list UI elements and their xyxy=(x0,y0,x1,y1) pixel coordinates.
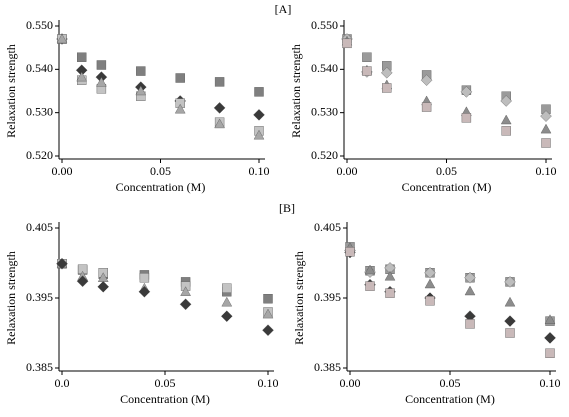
marker-square xyxy=(545,348,555,358)
y-axis-label: Relaxation strength xyxy=(4,251,18,345)
marker-square xyxy=(76,52,87,62)
x-tick-label: 0.10 xyxy=(258,376,279,390)
marker-diamond xyxy=(138,285,151,298)
y-tick-label: 0.520 xyxy=(311,148,338,162)
panel-label: [A] xyxy=(275,2,292,16)
y-axis-label: Relaxation strength xyxy=(289,44,303,138)
x-tick-label: 0.10 xyxy=(540,376,561,390)
marker-square xyxy=(421,102,432,112)
marker-triangle xyxy=(96,76,107,87)
marker-diamond xyxy=(464,271,476,284)
marker-triangle xyxy=(174,103,186,114)
x-axis-label: Concentration (M) xyxy=(402,180,492,194)
marker-diamond xyxy=(500,95,512,107)
marker-triangle xyxy=(464,285,476,296)
marker-triangle xyxy=(253,129,265,140)
marker-diamond xyxy=(262,324,274,336)
marker-square xyxy=(385,288,395,298)
marker-triangle xyxy=(500,114,512,125)
marker-square xyxy=(214,77,225,87)
marker-square xyxy=(465,319,475,329)
marker-triangle xyxy=(262,308,274,319)
y-tick-label: 0.395 xyxy=(26,290,53,304)
marker-square xyxy=(461,113,472,123)
y-axis-label: Relaxation strength xyxy=(4,44,18,138)
marker-diamond xyxy=(179,298,192,311)
marker-diamond xyxy=(544,332,556,344)
y-tick-label: 0.550 xyxy=(311,18,338,32)
y-tick-label: 0.540 xyxy=(26,61,53,75)
x-axis-label: Concentration (M) xyxy=(116,180,206,194)
y-tick-label: 0.520 xyxy=(26,148,53,162)
x-tick-label: 0.10 xyxy=(536,164,557,178)
y-tick-label: 0.530 xyxy=(26,104,53,118)
marker-triangle xyxy=(540,123,552,134)
marker-square xyxy=(342,38,352,49)
marker-triangle xyxy=(135,85,147,96)
marker-diamond xyxy=(460,86,473,98)
marker-diamond xyxy=(76,275,89,287)
x-tick-label: 0.05 xyxy=(440,376,461,390)
marker-square xyxy=(222,283,232,293)
marker-diamond xyxy=(540,110,552,122)
y-tick-label: 0.385 xyxy=(314,360,341,374)
marker-diamond xyxy=(424,267,436,279)
marker-diamond xyxy=(97,281,109,293)
marker-triangle xyxy=(504,296,516,307)
marker-triangle xyxy=(76,71,88,82)
marker-triangle xyxy=(364,264,376,275)
marker-square xyxy=(96,60,107,70)
marker-diamond xyxy=(56,257,68,270)
marker-square xyxy=(501,126,511,136)
marker-square xyxy=(263,294,273,304)
x-tick-label: 0.05 xyxy=(155,376,176,390)
y-tick-label: 0.550 xyxy=(26,18,53,32)
y-tick-label: 0.395 xyxy=(314,290,341,304)
x-axis-label: Concentration (M) xyxy=(120,392,210,406)
x-axis-label: Concentration (M) xyxy=(405,392,495,406)
marker-diamond xyxy=(420,74,433,86)
marker-square xyxy=(139,273,150,283)
marker-diamond xyxy=(381,67,393,79)
x-tick-label: 0.00 xyxy=(337,164,358,178)
marker-square xyxy=(425,296,435,306)
marker-square xyxy=(365,281,375,291)
marker-triangle xyxy=(221,296,233,307)
marker-triangle xyxy=(214,118,225,129)
y-tick-label: 0.405 xyxy=(26,220,53,234)
marker-diamond xyxy=(504,315,516,327)
y-tick-label: 0.540 xyxy=(311,61,338,75)
marker-diamond xyxy=(221,310,233,322)
marker-square xyxy=(254,87,264,97)
marker-square xyxy=(505,328,515,338)
marker-triangle xyxy=(180,286,191,296)
marker-triangle xyxy=(56,33,68,44)
marker-square xyxy=(136,66,146,76)
y-tick-label: 0.385 xyxy=(26,360,53,374)
x-tick-label: 0.05 xyxy=(150,164,171,178)
marker-diamond xyxy=(213,102,226,114)
marker-square xyxy=(175,73,185,83)
marker-triangle xyxy=(424,278,436,289)
marker-square xyxy=(362,66,372,76)
panel-label: [B] xyxy=(279,201,295,215)
marker-square xyxy=(382,83,392,93)
x-tick-label: 0.05 xyxy=(436,164,457,178)
x-tick-label: 0.0 xyxy=(55,376,70,390)
y-tick-label: 0.530 xyxy=(311,104,338,118)
marker-square xyxy=(362,52,372,62)
x-tick-label: 0.10 xyxy=(249,164,270,178)
marker-square xyxy=(345,247,355,257)
x-tick-label: 0.00 xyxy=(340,376,361,390)
marker-diamond xyxy=(253,109,265,121)
marker-triangle xyxy=(544,314,556,324)
y-tick-label: 0.405 xyxy=(314,220,341,234)
marker-square xyxy=(541,138,551,148)
marker-diamond xyxy=(504,276,516,288)
x-tick-label: 0.00 xyxy=(52,164,73,178)
marker-triangle xyxy=(384,270,396,281)
y-axis-label: Relaxation strength xyxy=(292,251,306,345)
